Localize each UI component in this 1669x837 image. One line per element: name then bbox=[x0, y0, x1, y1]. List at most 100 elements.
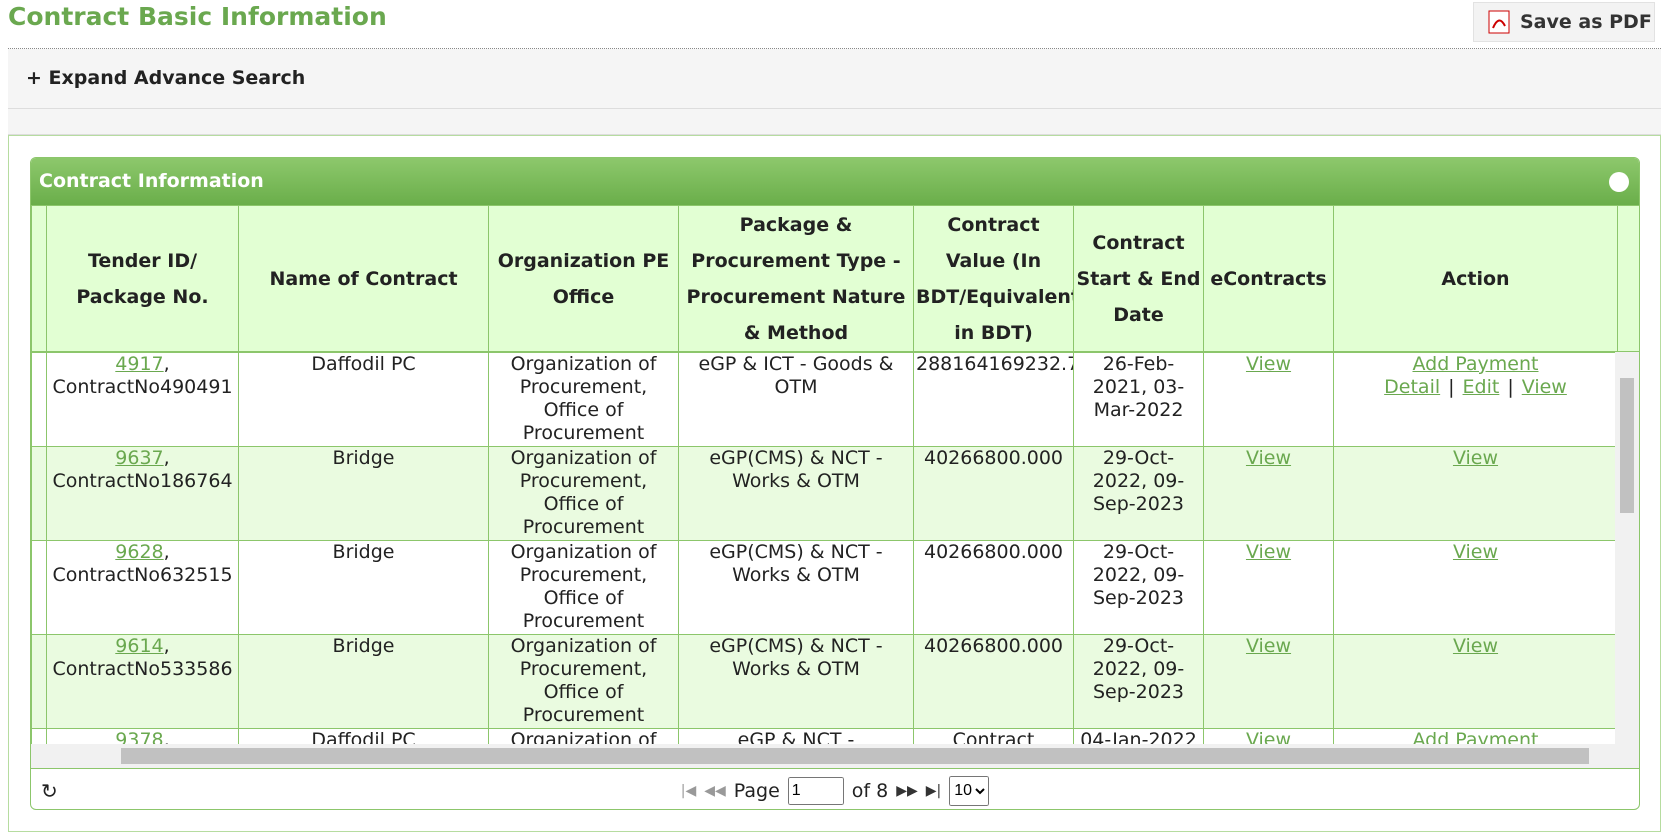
column-header: Action bbox=[1333, 205, 1618, 352]
econtracts-cell: View bbox=[1203, 728, 1334, 745]
tender-link[interactable]: 9628 bbox=[115, 541, 164, 564]
dates-cell: 29-Oct-2022, 09-Sep-2023 bbox=[1073, 634, 1204, 729]
action-link[interactable]: Edit bbox=[1462, 376, 1500, 398]
prev-page[interactable]: ◀◀ bbox=[704, 782, 726, 799]
header-row: Tender ID/ Package No. Name of Contract Or… bbox=[31, 205, 1639, 352]
row-cell bbox=[31, 446, 47, 541]
name-cell: Daffodil PC bbox=[238, 728, 489, 744]
row-cell bbox=[31, 352, 47, 447]
action-cell: Add Payment bbox=[1333, 728, 1618, 745]
header-cell bbox=[1617, 205, 1639, 352]
econtracts-link[interactable]: View bbox=[1245, 353, 1292, 376]
tender-cell: 4917, ContractNo490491 bbox=[46, 352, 239, 447]
page-input[interactable] bbox=[787, 776, 844, 805]
action-separator: | bbox=[1507, 376, 1514, 398]
type-cell: eGP(CMS) & NCT - Works & OTM bbox=[678, 634, 914, 729]
office-cell: Organization of Procurement, Office of P… bbox=[488, 446, 679, 541]
pdf-icon bbox=[1488, 10, 1510, 34]
econtracts-link[interactable]: View bbox=[1245, 729, 1292, 745]
action-link[interactable]: View bbox=[1521, 376, 1567, 398]
scroll-thumb[interactable] bbox=[1620, 378, 1634, 513]
row-cell bbox=[31, 634, 47, 729]
id-separator: , bbox=[163, 729, 170, 745]
id-separator: , bbox=[163, 541, 170, 564]
type-cell: eGP(CMS) & NCT - Works & OTM bbox=[678, 540, 914, 635]
econtracts-link[interactable]: View bbox=[1245, 447, 1292, 470]
package-no: ContractNo533586 bbox=[52, 658, 233, 680]
body-table: 4917, ContractNo490491 Daffodil PC Organiza… bbox=[31, 352, 1639, 744]
action-link[interactable]: View bbox=[1452, 541, 1499, 564]
header-table: Tender ID/ Package No. Name of Contract Or… bbox=[31, 205, 1639, 352]
column-header: Tender ID/ Package No. bbox=[46, 205, 239, 352]
package-no: ContractNo490491 bbox=[52, 376, 233, 398]
package-no: ContractNo186764 bbox=[52, 470, 233, 492]
page-size[interactable]: 10 bbox=[949, 775, 990, 806]
tender-cell: 9637, ContractNo186764 bbox=[46, 446, 239, 541]
package-no: ContractNo632515 bbox=[52, 564, 233, 586]
last-page[interactable]: ▶| bbox=[925, 782, 942, 799]
table-row: 9378, Daffodil PC Organization of eGP & NCT… bbox=[31, 728, 1639, 745]
expand-search[interactable]: + Expand Advance Search bbox=[8, 49, 1661, 109]
id-separator: , bbox=[163, 635, 170, 658]
name-cell: Bridge bbox=[238, 540, 489, 635]
econtracts-link[interactable]: View bbox=[1245, 635, 1292, 658]
column-header: Contract Value (In BDT/Equivalent in BDT… bbox=[913, 205, 1074, 352]
tender-cell: 9378, bbox=[46, 728, 239, 745]
tender-link[interactable]: 9614 bbox=[115, 635, 164, 658]
next-page[interactable]: ▶▶ bbox=[896, 782, 918, 799]
refresh-icon[interactable]: ↻ bbox=[41, 778, 58, 803]
type-cell: eGP & ICT - Goods & OTM bbox=[678, 352, 914, 447]
action-link[interactable]: Add Payment Detail bbox=[1384, 353, 1539, 399]
tender-link[interactable]: 9637 bbox=[115, 447, 164, 470]
page-title: Contract Basic Information bbox=[8, 2, 387, 31]
econtracts-link[interactable]: View bbox=[1245, 541, 1292, 564]
name-cell: Daffodil PC bbox=[238, 352, 489, 447]
table-row: 9637, ContractNo186764 Bridge Organization … bbox=[31, 446, 1639, 541]
econtracts-cell: View bbox=[1203, 352, 1334, 447]
office-cell: Organization of Procurement, Office of P… bbox=[488, 634, 679, 729]
action-link[interactable]: Add Payment bbox=[1412, 729, 1539, 745]
econtracts-cell: View bbox=[1203, 540, 1334, 635]
column-header: Name of Contract bbox=[238, 205, 489, 352]
container bbox=[8, 135, 1661, 832]
column-header: Package & Procurement Type - Procurement… bbox=[678, 205, 914, 352]
table-row: 9628, ContractNo632515 Bridge Organization … bbox=[31, 540, 1639, 635]
save-pdf-button[interactable]: Save as PDF bbox=[1473, 2, 1655, 42]
horizontal-scrollbar[interactable] bbox=[31, 744, 1639, 768]
scroll-thumb[interactable] bbox=[121, 748, 1589, 764]
id-separator: , bbox=[163, 353, 170, 376]
dates-cell: 26-Feb-2021, 03-Mar-2022 bbox=[1073, 352, 1204, 447]
tender-cell: 9628, ContractNo632515 bbox=[46, 540, 239, 635]
grid-body: 4917, ContractNo490491 Daffodil PC Organiza… bbox=[31, 352, 1639, 744]
row-cell bbox=[31, 540, 47, 635]
spacer bbox=[8, 109, 1661, 135]
dates-cell: 04-Jan-2022 bbox=[1073, 728, 1204, 744]
dates-cell: 29-Oct-2022, 09-Sep-2023 bbox=[1073, 446, 1204, 541]
tender-cell: 9614, ContractNo533586 bbox=[46, 634, 239, 729]
tender-link[interactable]: 4917 bbox=[115, 353, 164, 376]
page-count: of 8 bbox=[851, 779, 889, 802]
collapse-toggle[interactable] bbox=[1609, 172, 1629, 192]
table-row: 4917, ContractNo490491 Daffodil PC Organiza… bbox=[31, 352, 1639, 447]
column-header: eContracts bbox=[1203, 205, 1334, 352]
tender-link[interactable]: 9378 bbox=[115, 729, 164, 745]
column-header: Organization PE Office bbox=[488, 205, 679, 352]
action-cell: View bbox=[1333, 446, 1618, 541]
econtracts-cell: View bbox=[1203, 634, 1334, 729]
office-cell: Organization of Procurement, Office of P… bbox=[488, 540, 679, 635]
action-link[interactable]: View bbox=[1452, 447, 1499, 470]
name-cell: Bridge bbox=[238, 634, 489, 729]
id-separator: , bbox=[163, 447, 170, 470]
page-label: Page bbox=[733, 779, 780, 802]
pager: ↻ |◀ ◀◀ Page of 8 ▶▶ ▶| 10 bbox=[31, 768, 1639, 809]
vertical-scrollbar[interactable] bbox=[1615, 352, 1639, 744]
office-cell: Organization of bbox=[488, 728, 679, 744]
table-row: 9614, ContractNo533586 Bridge Organization … bbox=[31, 634, 1639, 729]
action-cell: View bbox=[1333, 634, 1618, 729]
first-page[interactable]: |◀ bbox=[680, 782, 697, 799]
save-pdf-label: Save as PDF bbox=[1520, 11, 1652, 33]
action-link[interactable]: View bbox=[1452, 635, 1499, 658]
value-cell: 40266800.000 bbox=[913, 540, 1074, 635]
value-cell: 288164169232.74 bbox=[913, 352, 1074, 447]
